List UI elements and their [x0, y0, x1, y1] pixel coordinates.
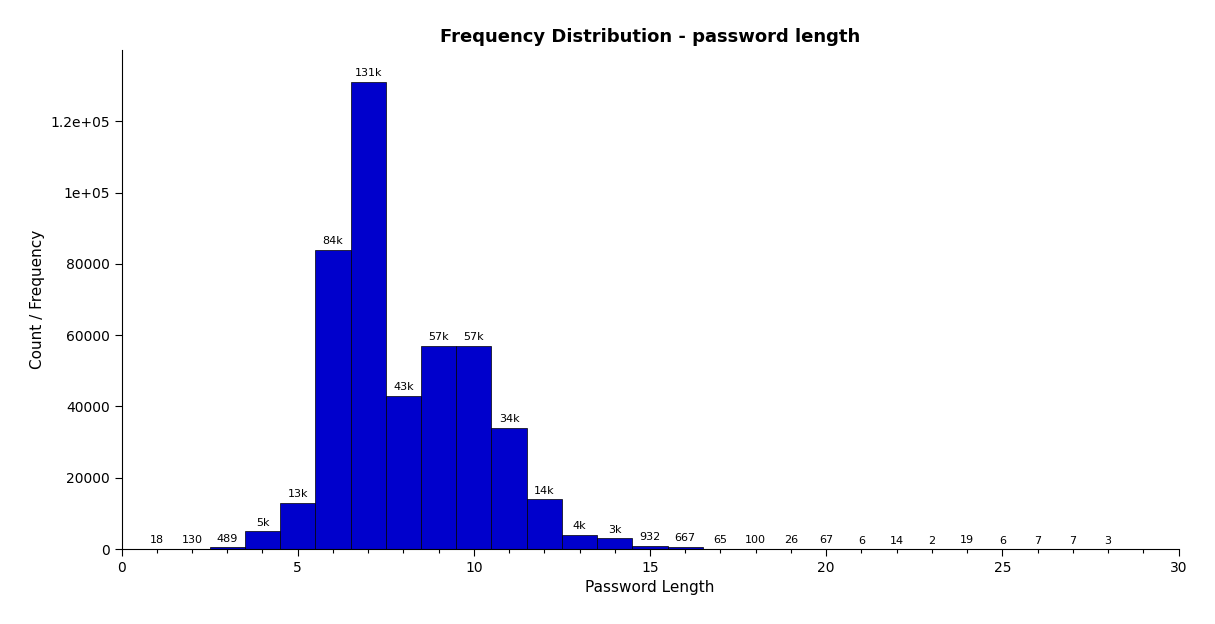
Text: 84k: 84k: [322, 236, 344, 246]
Y-axis label: Count / Frequency: Count / Frequency: [29, 230, 45, 369]
Text: 57k: 57k: [464, 333, 484, 343]
Text: 7: 7: [1069, 535, 1076, 545]
Text: 65: 65: [713, 535, 728, 545]
Text: 34k: 34k: [499, 414, 519, 424]
Text: 14: 14: [889, 535, 904, 545]
Text: 18: 18: [149, 535, 164, 545]
Text: 130: 130: [181, 535, 203, 545]
Text: 932: 932: [639, 532, 661, 542]
X-axis label: Password Length: Password Length: [586, 580, 714, 595]
Text: 14k: 14k: [535, 485, 554, 495]
Text: 19: 19: [960, 535, 974, 545]
Text: 57k: 57k: [429, 333, 448, 343]
Text: 3k: 3k: [608, 525, 622, 535]
Bar: [279, 503, 316, 549]
Bar: [420, 346, 457, 549]
Bar: [351, 82, 386, 549]
Bar: [457, 346, 491, 549]
Text: 131k: 131k: [355, 69, 382, 79]
Text: 2: 2: [928, 535, 936, 545]
Text: 3: 3: [1104, 535, 1112, 545]
Bar: [316, 250, 351, 549]
Bar: [244, 531, 279, 549]
Bar: [632, 546, 668, 549]
Text: 67: 67: [819, 535, 833, 545]
Title: Frequency Distribution - password length: Frequency Distribution - password length: [440, 27, 860, 46]
Text: 4k: 4k: [572, 521, 587, 531]
Text: 6: 6: [999, 535, 1006, 545]
Text: 489: 489: [216, 534, 238, 544]
Text: 100: 100: [745, 535, 767, 545]
Text: 13k: 13k: [288, 489, 307, 499]
Text: 7: 7: [1034, 535, 1041, 545]
Bar: [491, 428, 527, 549]
Text: 26: 26: [784, 535, 798, 545]
Text: 43k: 43k: [394, 383, 413, 392]
Bar: [668, 547, 702, 549]
Bar: [527, 499, 561, 549]
Bar: [210, 547, 244, 549]
Bar: [386, 396, 420, 549]
Text: 6: 6: [858, 535, 865, 545]
Bar: [561, 535, 598, 549]
Bar: [598, 539, 632, 549]
Text: 5k: 5k: [255, 518, 270, 528]
Text: 667: 667: [674, 533, 696, 543]
